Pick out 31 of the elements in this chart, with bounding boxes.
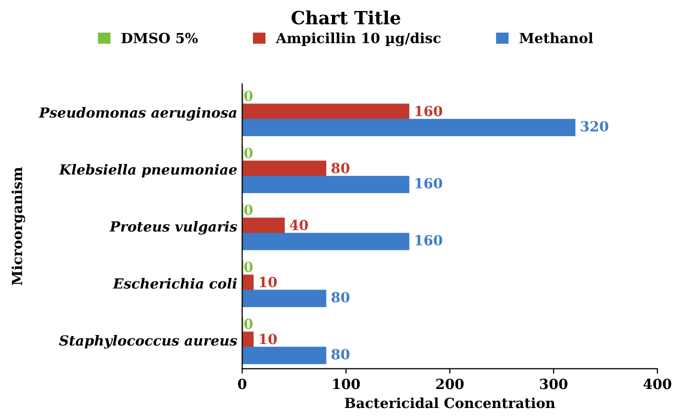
legend-label: DMSO 5%: [122, 32, 198, 44]
y-tick-label: Escherichia coli: [112, 278, 237, 289]
x-tick-label: 400: [643, 378, 672, 390]
x-tick-label: 300: [540, 378, 568, 390]
legend-label: Methanol: [520, 32, 594, 44]
y-tick-label: Klebsiella pneumoniae: [58, 164, 237, 178]
data-label: 0: [244, 318, 253, 330]
data-label: 0: [244, 148, 253, 158]
legend-label: Ampicillin 10 µg/disc: [276, 32, 441, 46]
data-label: 80: [332, 292, 350, 302]
y-tick-label: Staphylococcus aureus: [59, 334, 238, 349]
y-axis-title: Microorganism: [12, 167, 26, 286]
y-tick-label: Pseudomonas aeruginosa: [38, 107, 236, 121]
x-tick-label: 0: [238, 378, 246, 390]
data-label: 40: [290, 220, 308, 230]
data-label: 0: [244, 90, 253, 102]
data-label: 160: [416, 106, 442, 116]
data-label: 160: [416, 234, 442, 246]
data-label: 80: [332, 162, 350, 174]
x-tick-label: 100: [333, 378, 360, 390]
data-label: 10: [260, 276, 277, 288]
x-tick-label: 200: [436, 378, 464, 390]
x-axis-title: Bactericidal Concentration: [344, 397, 556, 408]
chart-title: Chart Title: [292, 10, 400, 24]
data-label: 0: [244, 204, 253, 216]
data-label: 10: [260, 334, 277, 344]
y-tick-label: Proteus vulgaris: [109, 220, 238, 235]
data-label: 160: [416, 178, 442, 188]
data-label: 80: [332, 348, 350, 360]
data-label: 320: [580, 121, 608, 132]
data-label: 0: [244, 262, 253, 272]
